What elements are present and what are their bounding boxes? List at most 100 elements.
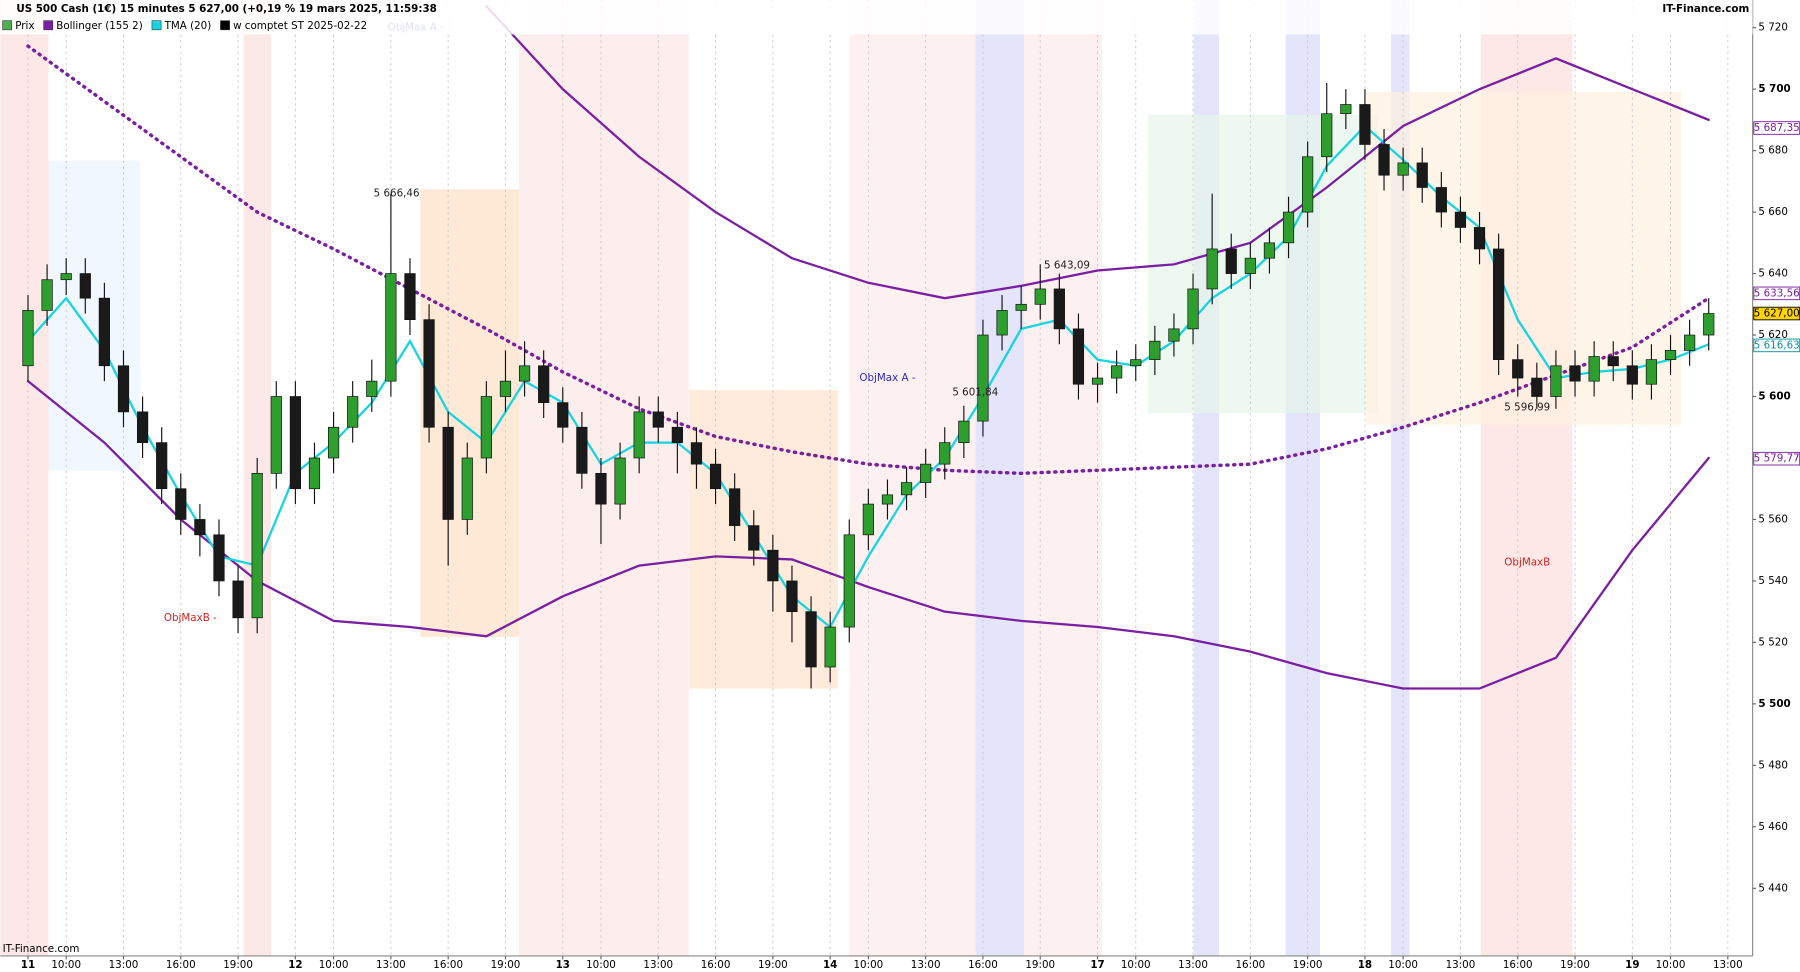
y-axis-area [1752, 0, 1800, 972]
candle-body [41, 279, 53, 311]
x-tick-label: 16:00 [701, 959, 731, 971]
candle-body [22, 310, 34, 367]
candle-body [1684, 334, 1696, 351]
candle-body [977, 334, 989, 422]
candle-body [1607, 356, 1619, 367]
x-tick-label: 10:00 [1656, 959, 1686, 971]
annotation: 5 601,84 [952, 387, 998, 399]
legend-label: Prix [15, 20, 34, 32]
candle-body [557, 402, 569, 428]
chart-title: US 500 Cash (1€) 15 minutes 5 627,00 (+0… [16, 3, 436, 15]
x-tick-label: 13:00 [911, 959, 941, 971]
x-tick-label: 12 [288, 959, 302, 971]
candle-body [251, 473, 263, 619]
x-tick-label: 13:00 [643, 959, 673, 971]
x-tick-label: 10:00 [1388, 959, 1418, 971]
candle-body [499, 380, 512, 397]
x-tick-label: 13:00 [1713, 959, 1743, 971]
y-tick-label: 5 720 [1758, 22, 1788, 34]
x-tick-label: 16:00 [166, 959, 196, 971]
candle-body [366, 380, 378, 397]
candle-body [98, 297, 110, 367]
candle-body [576, 426, 588, 474]
candle-body [614, 457, 626, 505]
candle-body [767, 549, 779, 582]
candle-body [1378, 144, 1390, 176]
plot: 5 666,46 5 643,09 5 601,84 5 596,99 ObjMax A… [22, 0, 1729, 956]
candle-body [289, 396, 301, 490]
candle-body [1072, 328, 1085, 385]
candle-body [1015, 303, 1027, 311]
candle-body [996, 310, 1008, 336]
candle-body [1397, 162, 1409, 176]
candle-body [595, 473, 607, 505]
x-tick-label: 10:00 [1121, 959, 1151, 971]
price-label: 5 579,77 [1754, 453, 1800, 465]
candle-body [385, 273, 397, 382]
bollinger-upper [485, 4, 1710, 300]
annotation: ObjMaxB - [164, 612, 217, 624]
candle-body [1149, 340, 1161, 360]
candle-body [1111, 365, 1123, 379]
candle-body [1340, 104, 1352, 115]
x-tick-label: 10:00 [319, 959, 349, 971]
candle-body [270, 396, 282, 474]
candle-body [1416, 162, 1428, 188]
x-tick-label: 19:00 [1293, 959, 1323, 971]
price-label: 5 633,56 [1754, 287, 1800, 299]
zone [0, 0, 49, 956]
y-tick-label: 5 620 [1758, 329, 1788, 341]
candle-body [1588, 356, 1600, 382]
candle-body [1187, 288, 1199, 330]
candle-body [652, 411, 664, 428]
candle-body [327, 426, 340, 459]
x-tick-label: 16:00 [1503, 959, 1533, 971]
x-tick-label: 19:00 [223, 959, 253, 971]
annotation: 5 596,99 [1504, 401, 1550, 413]
legend-label: w comptet ST 2025-02-22 [233, 20, 367, 32]
candle-body [862, 503, 874, 536]
candle-body [1512, 359, 1524, 379]
x-tick-label: 14 [823, 959, 837, 971]
candle-body [79, 273, 91, 299]
candle-body [958, 420, 970, 443]
candle-body [786, 580, 798, 613]
candle-body [709, 463, 722, 490]
annotation: 5 643,09 [1044, 260, 1090, 272]
x-tick-label: 11 [21, 959, 35, 971]
x-tick-label: 19:00 [758, 959, 788, 971]
candle-body [1645, 359, 1658, 385]
legend-swatch [151, 20, 162, 31]
candle-body [1454, 211, 1467, 228]
candle-body [308, 457, 321, 490]
candle-body [347, 396, 359, 428]
candle-body [60, 273, 72, 281]
candle-body [939, 442, 951, 465]
candle-body [442, 426, 454, 520]
x-tick-label: 16:00 [968, 959, 998, 971]
candle-body [175, 488, 187, 520]
candle-body [843, 534, 855, 628]
candle-body [748, 525, 760, 551]
legend-label: TMA (20) [164, 20, 212, 32]
x-tick-label: 13:00 [376, 959, 406, 971]
y-tick-label: 5 480 [1758, 759, 1788, 771]
candle-body [518, 365, 531, 382]
source-footer: IT-Finance.com [3, 943, 80, 955]
x-tick-label: 19:00 [1025, 959, 1055, 971]
source: IT-Finance.com [1662, 3, 1749, 15]
candle-body [1703, 313, 1715, 336]
candle-body [1569, 365, 1581, 382]
candle-body [156, 442, 168, 490]
annotation: ObjMax A - [859, 372, 915, 384]
candle-body [538, 365, 550, 404]
candle-body [1053, 288, 1065, 330]
y-tick-label: 5 520 [1758, 636, 1788, 648]
candle-body [729, 488, 741, 526]
candle-body [136, 411, 149, 443]
candle-body [1168, 328, 1180, 342]
candle-body [1473, 227, 1486, 250]
candle-body [690, 442, 703, 465]
x-tick-label: 10:00 [853, 959, 883, 971]
